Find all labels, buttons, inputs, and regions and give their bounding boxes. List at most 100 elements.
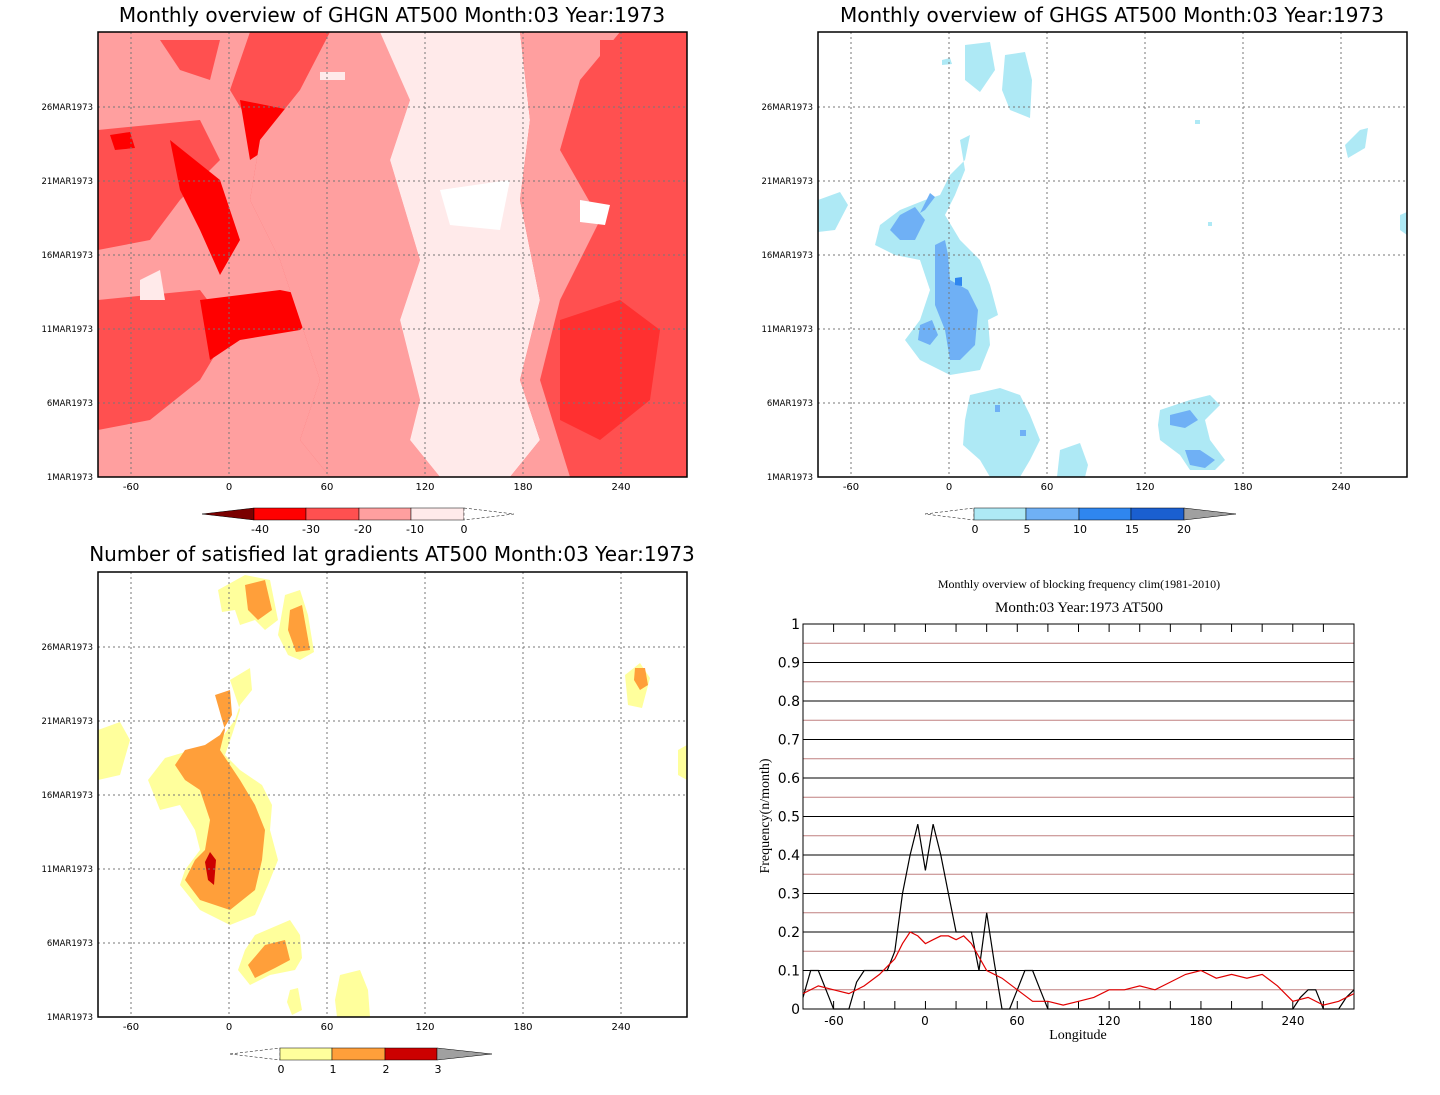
ghgs-y-tick: 16MAR1973	[761, 251, 813, 261]
ghgn-x-tick: 240	[611, 482, 630, 493]
ghgn-cbar-label: -30	[302, 523, 320, 536]
grad-y-tick: 16MAR1973	[41, 791, 93, 801]
freq-y-tick: 0.8	[778, 694, 800, 710]
grad-x-ticks: -60 0 60 120 180 240	[123, 1022, 631, 1033]
ghgn-frame	[97, 31, 688, 478]
freq-x-tick: 180	[1190, 1014, 1213, 1028]
freq-y-tick: 0.1	[778, 964, 800, 980]
ghgs-x-tick: 120	[1135, 482, 1154, 493]
ghgs-cbar-label: 20	[1177, 523, 1191, 536]
ghgn-y-ticks: 1MAR1973 6MAR1973 11MAR1973 16MAR1973 21…	[41, 103, 93, 483]
grad-y-ticks: 1MAR1973 6MAR1973 11MAR1973 16MAR1973 21…	[41, 643, 93, 1023]
ghgn-cbar-label: -20	[354, 523, 372, 536]
freq-y-tick: 0.5	[778, 810, 800, 826]
ghgn-y-tick: 6MAR1973	[47, 399, 93, 409]
ghgn-panel: Monthly overview of GHGN AT500 Month:03 …	[0, 0, 720, 545]
ghgs-y-tick: 26MAR1973	[761, 103, 813, 113]
freq-x-ticks: -60 0 60 120 180 240	[824, 1014, 1304, 1028]
ghgn-colorbar: -40 -30 -20 -10 0	[201, 507, 515, 536]
freq-grid	[802, 623, 1355, 1010]
ghgn-chart: Monthly overview of GHGN AT500 Month:03 …	[41, 3, 688, 536]
ghgs-title: Monthly overview of GHGS AT500 Month:03 …	[840, 3, 1384, 27]
ghgs-y-tick: 11MAR1973	[761, 325, 813, 335]
grad-x-tick: -60	[123, 1022, 139, 1033]
ghgs-grid	[818, 32, 1407, 477]
grad-x-tick: 0	[226, 1022, 232, 1033]
ghgn-x-tick: 0	[226, 482, 232, 493]
ghgn-title: Monthly overview of GHGN AT500 Month:03 …	[119, 3, 665, 27]
ghgs-colorbar: 0 5 10 15 20	[924, 507, 1237, 536]
freq-y-tick: 0.2	[778, 925, 800, 941]
grad-title: Number of satisfied lat gradients AT500 …	[89, 542, 695, 566]
ghgn-y-tick: 21MAR1973	[41, 177, 93, 187]
ghgs-field	[818, 42, 1407, 477]
ghgn-cbar-label: -40	[251, 523, 269, 536]
ghgs-x-tick: 240	[1331, 482, 1350, 493]
freq-x-tick: 120	[1098, 1014, 1121, 1028]
freq-y-tick: 0.4	[778, 848, 800, 864]
grad-grid	[98, 572, 687, 1017]
grad-x-tick: 120	[415, 1022, 434, 1033]
ghgn-x-tick: -60	[123, 482, 139, 493]
freq-y-tick: 0.3	[778, 887, 800, 903]
ghgn-y-tick: 11MAR1973	[41, 325, 93, 335]
ghgn-y-tick: 16MAR1973	[41, 251, 93, 261]
ghgs-cbar-label: 10	[1073, 523, 1087, 536]
grad-cbar-label: 0	[278, 1063, 285, 1076]
ghgn-cbar-label: -10	[406, 523, 424, 536]
freq-y-tick: 1	[791, 617, 800, 633]
freq-y-ticks: 0 0.1 0.2 0.3 0.4 0.5 0.6 0.7 0.8 0.9 1	[778, 617, 800, 1018]
ghgn-cbar-label: 0	[461, 523, 468, 536]
freq-lines	[802, 824, 1355, 1010]
ghgn-y-tick: 1MAR1973	[47, 473, 93, 483]
freq-y-tick: 0	[791, 1002, 800, 1018]
grad-y-tick: 1MAR1973	[47, 1013, 93, 1023]
ghgs-x-ticks: -60 0 60 120 180 240	[843, 482, 1351, 493]
grad-panel: Number of satisfied lat gradients AT500 …	[0, 540, 720, 1091]
ghgn-x-tick: 120	[415, 482, 434, 493]
ghgn-grid	[98, 32, 687, 477]
ghgs-panel: Monthly overview of GHGS AT500 Month:03 …	[720, 0, 1440, 545]
freq-x-tick: 0	[921, 1014, 929, 1028]
freq-x-tick: 60	[1009, 1014, 1024, 1028]
ghgn-x-ticks: -60 0 60 120 180 240	[123, 482, 631, 493]
freq-x-tick: -60	[824, 1014, 844, 1028]
ghgs-y-tick: 1MAR1973	[767, 473, 813, 483]
freq-panel: Monthly overview of blocking frequency c…	[720, 545, 1440, 1091]
grad-cbar-label: 1	[330, 1063, 337, 1076]
ghgs-y-tick: 6MAR1973	[767, 399, 813, 409]
grad-cbar-label: 3	[435, 1063, 442, 1076]
grad-field	[98, 575, 687, 1017]
ghgs-frame	[817, 31, 1408, 478]
ghgs-x-tick: 0	[946, 482, 952, 493]
grad-x-tick: 180	[513, 1022, 532, 1033]
freq-ylabel: Frequency(n/month)	[758, 758, 773, 873]
grad-y-tick: 6MAR1973	[47, 939, 93, 949]
grad-x-tick: 60	[321, 1022, 334, 1033]
grad-frame	[97, 571, 688, 1018]
ghgn-x-tick: 180	[513, 482, 532, 493]
freq-x-tick: 240	[1282, 1014, 1305, 1028]
ghgs-cbar-label: 0	[972, 523, 979, 536]
grad-y-tick: 26MAR1973	[41, 643, 93, 653]
freq-line-red	[802, 931, 1355, 1006]
ghgs-x-tick: -60	[843, 482, 859, 493]
ghgs-x-tick: 180	[1233, 482, 1252, 493]
ghgs-cbar-label: 5	[1024, 523, 1031, 536]
freq-subtitle: Month:03 Year:1973 AT500	[995, 600, 1163, 616]
ghgs-cbar-label: 15	[1125, 523, 1139, 536]
grad-y-tick: 11MAR1973	[41, 865, 93, 875]
freq-title: Monthly overview of blocking frequency c…	[938, 577, 1220, 591]
ghgn-y-tick: 26MAR1973	[41, 103, 93, 113]
ghgs-x-tick: 60	[1041, 482, 1054, 493]
ghgs-y-tick: 21MAR1973	[761, 177, 813, 187]
freq-y-tick: 0.6	[778, 771, 800, 787]
ghgs-y-ticks: 1MAR1973 6MAR1973 11MAR1973 16MAR1973 21…	[761, 103, 813, 483]
ghgs-chart: Monthly overview of GHGS AT500 Month:03 …	[761, 3, 1408, 536]
grad-colorbar: 0 1 2 3	[229, 1047, 493, 1076]
freq-y-tick: 0.9	[778, 656, 800, 672]
freq-chart: Monthly overview of blocking frequency c…	[758, 577, 1355, 1043]
grad-chart: Number of satisfied lat gradients AT500 …	[41, 542, 695, 1076]
freq-y-tick: 0.7	[778, 733, 800, 749]
grad-cbar-label: 2	[383, 1063, 390, 1076]
